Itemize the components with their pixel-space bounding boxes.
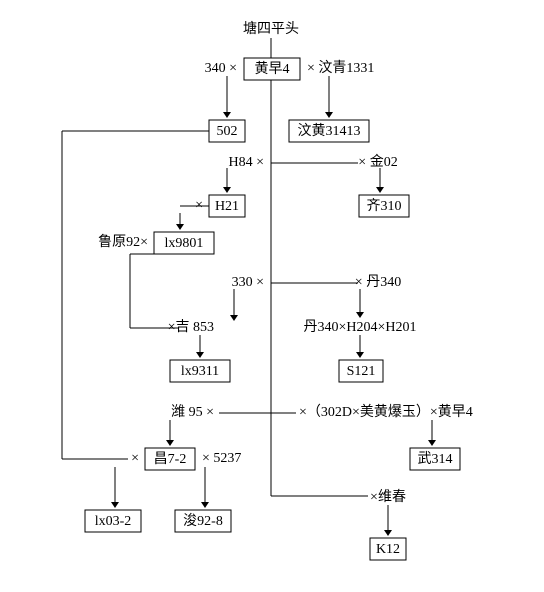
arrow-16 bbox=[384, 530, 392, 536]
arrow-15 bbox=[201, 502, 209, 508]
boxlabel-b_wenhuang: 汶黄31413 bbox=[298, 122, 361, 139]
label-t_330x: 330 × bbox=[232, 275, 264, 290]
boxlabel-b_qi310: 齐310 bbox=[367, 198, 402, 214]
boxlabel-b_502: 502 bbox=[217, 124, 238, 139]
label-t_xweichun: ×维春 bbox=[370, 489, 406, 505]
boxlabel-b_huangzao4: 黄早4 bbox=[255, 60, 290, 77]
arrow-2 bbox=[223, 112, 231, 118]
boxlabel-b_lx9311: lx9311 bbox=[181, 364, 219, 379]
label-t_wei95x: 潍 95 × bbox=[171, 404, 214, 420]
label-t_x302d: ×（302D×美黄爆玉）×黄早4 bbox=[299, 403, 473, 420]
label-t_top: 塘四平头 bbox=[243, 21, 299, 37]
boxlabel-b_chang72: 昌7-2 bbox=[154, 452, 187, 467]
boxlabel-b_lx03_2: lx03-2 bbox=[95, 514, 132, 529]
boxlabel-b_jun92_8: 浚92-8 bbox=[183, 513, 223, 529]
label-t_340x: 340 × bbox=[205, 61, 237, 76]
arrow-13 bbox=[428, 440, 436, 446]
arrow-1 bbox=[325, 112, 333, 118]
label-t_formula: 丹340×H204×H201 bbox=[303, 320, 416, 335]
label-t_xji853: ×吉 853 bbox=[168, 319, 214, 335]
arrow-10 bbox=[356, 312, 364, 318]
label-t_xwq1331: × 汶青1331 bbox=[307, 59, 374, 76]
arrow-14 bbox=[111, 502, 119, 508]
arrow-3 bbox=[223, 187, 231, 193]
label-t_x_h21: × bbox=[195, 198, 203, 213]
arrow-7 bbox=[230, 315, 238, 321]
label-t_x_chang: × bbox=[131, 451, 139, 466]
label-t_h84x: H84 × bbox=[228, 155, 264, 170]
label-t_xjin02: × 金02 bbox=[358, 154, 397, 170]
arrow-6 bbox=[376, 187, 384, 193]
arrow-12 bbox=[166, 440, 174, 446]
boxlabel-b_s121: S121 bbox=[347, 364, 376, 379]
arrow-8 bbox=[196, 352, 204, 358]
boxlabel-b_lx9801: lx9801 bbox=[165, 236, 204, 251]
arrow-5 bbox=[176, 224, 184, 230]
boxlabel-b_wu314: 武314 bbox=[418, 451, 453, 467]
arrow-11 bbox=[356, 352, 364, 358]
label-t_x5237: × 5237 bbox=[202, 451, 241, 466]
boxlabel-b_k12: K12 bbox=[376, 542, 400, 557]
label-t_luyuan92x: 鲁原92× bbox=[98, 234, 148, 250]
label-t_xdan340: × 丹340 bbox=[355, 275, 401, 290]
boxlabel-b_h21: H21 bbox=[215, 199, 239, 214]
